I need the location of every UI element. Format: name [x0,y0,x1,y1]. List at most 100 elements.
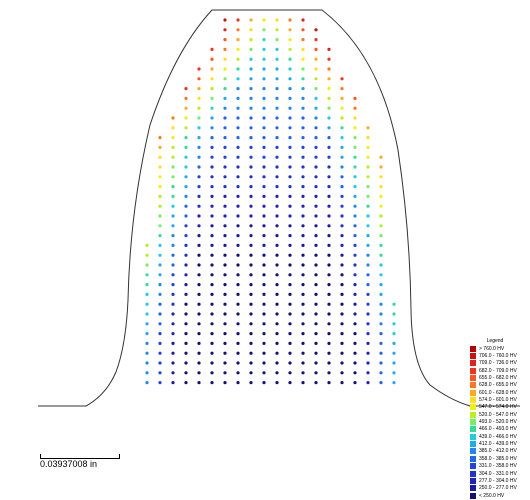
measurement-point [327,116,331,120]
measurement-point [314,371,318,375]
measurement-point [262,322,266,326]
measurement-point [145,302,149,306]
legend-label: 601.0 - 628.0 HV [479,389,517,396]
measurement-point [288,67,292,71]
measurement-point [249,263,253,267]
measurement-point [184,371,188,375]
measurement-point [275,175,279,179]
measurement-point [340,165,344,169]
measurement-point [275,77,279,81]
measurement-point [275,87,279,91]
measurement-point [301,57,305,61]
measurement-point [249,381,253,385]
measurement-point [197,214,201,218]
measurement-point [249,47,253,52]
measurement-point [236,155,240,159]
measurement-point [249,96,253,100]
measurement-points [145,18,396,385]
measurement-point [340,361,344,365]
measurement-point [327,185,331,189]
measurement-point [392,381,396,385]
measurement-point [275,165,279,169]
measurement-point [340,194,344,198]
legend-swatch [470,448,476,455]
measurement-point [236,224,240,228]
measurement-point [314,47,318,52]
measurement-point [223,145,227,149]
measurement-point [145,371,149,375]
legend-entry: 709.0 - 736.0 HV [464,360,526,367]
measurement-point [171,273,175,277]
measurement-point [223,292,227,296]
measurement-point [366,332,370,336]
measurement-point [184,87,188,91]
legend-label: 304.0 - 331.0 HV [479,470,517,477]
measurement-point [236,332,240,336]
measurement-point [340,116,344,120]
measurement-point [327,332,331,336]
measurement-point [301,18,305,22]
measurement-point [288,371,292,375]
measurement-point [288,381,292,385]
legend-label: 706.0 - 760.0 HV [479,353,517,360]
measurement-point [236,283,240,287]
measurement-point [184,96,188,100]
measurement-point [262,292,266,296]
measurement-point [366,234,370,238]
measurement-point [379,361,383,365]
measurement-point [210,381,214,385]
measurement-point [197,126,201,130]
measurement-point [327,243,331,247]
measurement-point [145,273,149,277]
measurement-point [197,234,201,238]
measurement-point [314,243,318,247]
measurement-point [158,155,162,159]
measurement-point [223,381,227,385]
measurement-point [171,175,175,179]
legend-swatch [470,441,476,448]
measurement-point [340,185,344,189]
legend-entry: 385.0 - 412.0 HV [464,448,526,455]
measurement-point [288,18,292,22]
legend-swatch [470,375,476,382]
measurement-point [366,214,370,218]
legend-entry: 655.0 - 682.0 HV [464,374,526,382]
measurement-point [327,175,331,179]
measurement-point [197,341,201,345]
measurement-point [340,175,344,179]
measurement-point [236,96,240,100]
measurement-point [288,361,292,365]
measurement-point [236,77,240,81]
measurement-point [379,322,383,326]
measurement-point [223,185,227,189]
measurement-point [223,38,227,42]
measurement-point [249,273,253,277]
measurement-point [314,116,318,120]
measurement-point [340,106,344,110]
measurement-point [340,126,344,130]
measurement-point [327,234,331,238]
legend-entry: 493.0 - 520.0 HV [464,418,526,426]
measurement-point [158,302,162,306]
measurement-point [210,322,214,326]
measurement-point [262,126,266,130]
measurement-point [301,283,305,287]
legend-entry: 250.0 - 277.0 HV [464,485,526,492]
measurement-point [301,28,305,32]
measurement-point [327,126,331,130]
measurement-point [353,204,357,208]
measurement-point [223,204,227,208]
measurement-point [392,302,396,306]
measurement-point [288,322,292,326]
measurement-point [262,28,266,32]
measurement-point [236,28,240,32]
measurement-point [262,145,266,149]
measurement-point [340,234,344,238]
measurement-point [210,57,214,61]
measurement-point [197,136,201,140]
measurement-point [262,283,266,287]
measurement-point [184,194,188,198]
legend-entry: < 250.0 HV [464,492,526,499]
measurement-point [301,361,305,365]
measurement-point [353,273,357,277]
